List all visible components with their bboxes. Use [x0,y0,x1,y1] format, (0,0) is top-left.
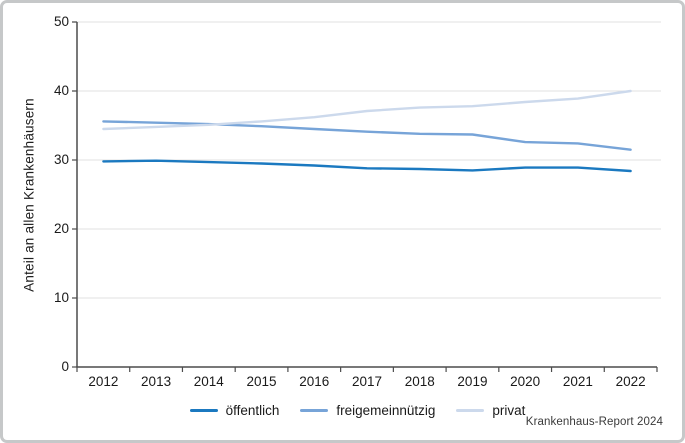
source-caption: Krankenhaus-Report 2024 [525,416,663,428]
legend-item-öffentlich: öffentlich [189,402,280,418]
legend-item-freigemeinnützig: freigemeinnützig [300,403,435,418]
x-tick-label: 2019 [457,374,488,389]
legend: öffentlich freigemeinnützig privat [33,400,682,420]
series-line-freigemeinnützig [102,120,632,151]
x-tick-label: 2014 [193,374,224,389]
y-tick-label: 40 [53,83,69,98]
x-tick-label: 2017 [351,374,383,389]
plot-area [72,21,661,372]
y-tick-label: 0 [61,359,69,374]
legend-label: privat [492,402,526,418]
x-tick-label: 2012 [88,374,119,389]
series-line-öffentlich [102,159,632,173]
series-line-privat [102,89,632,131]
x-tick-label: 2021 [562,374,593,389]
legend-swatch-icon [189,408,218,412]
x-tick-label: 2018 [404,374,435,389]
x-tick-label: 2015 [246,374,277,389]
x-tick-label: 2020 [510,374,541,389]
x-tick-label: 2022 [615,374,646,389]
y-tick-label: 30 [53,152,69,167]
legend-swatch-icon [456,408,485,412]
y-tick-label: 20 [53,221,69,236]
y-tick-label: 50 [53,14,69,29]
legend-swatch-icon [300,408,329,412]
y-tick-label: 10 [53,290,69,305]
legend-item-privat: privat [456,403,525,418]
y-axis-title: Anteil an allen Krankenhäusern [21,98,37,292]
legend-label: öffentlich [225,402,280,418]
x-tick-label: 2013 [141,374,172,389]
legend-label: freigemeinnützig [336,402,436,418]
x-tick-label: 2016 [299,374,330,389]
